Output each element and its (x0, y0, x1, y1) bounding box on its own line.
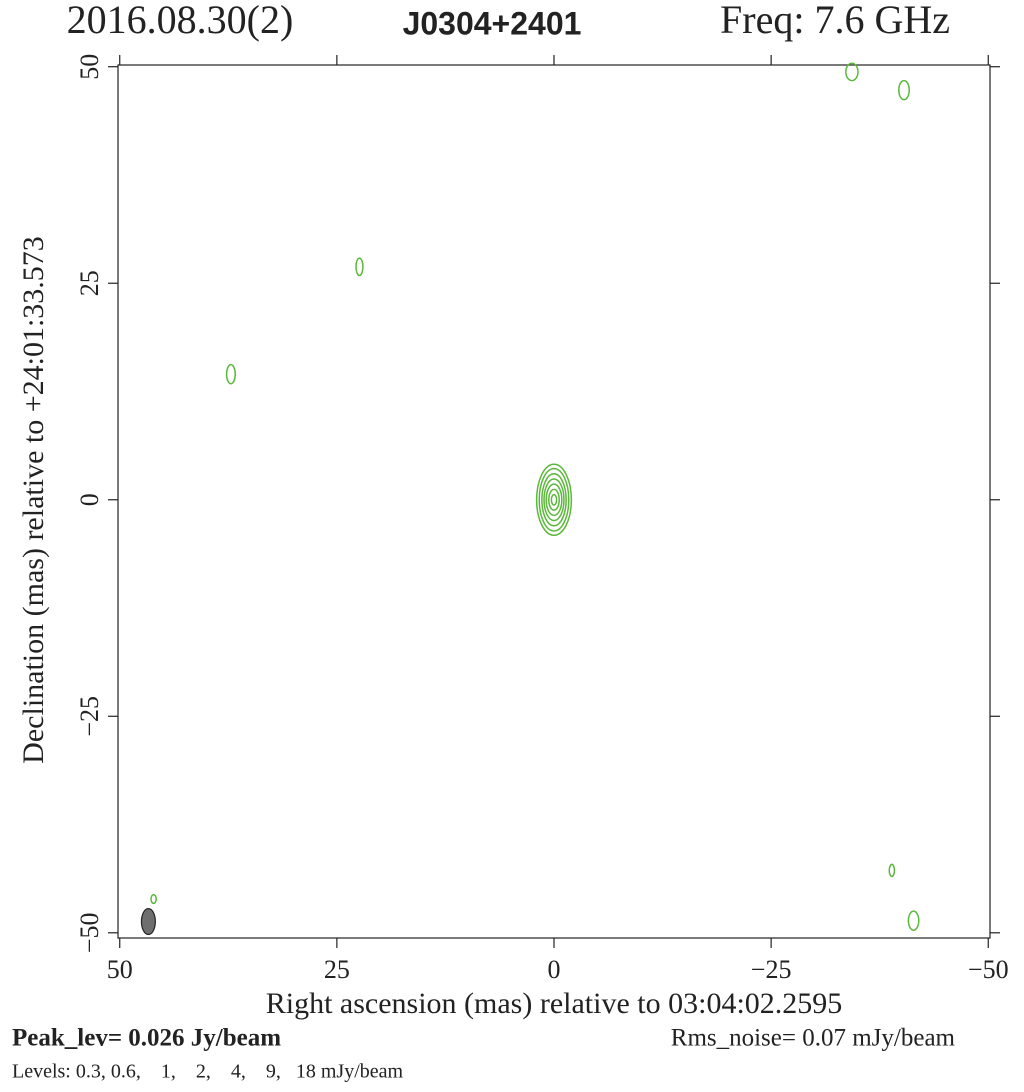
contour (535, 463, 573, 537)
y-tick-label: 50 (75, 54, 104, 80)
x-tick-label: 0 (548, 955, 561, 984)
x-tick-label: 50 (107, 955, 133, 984)
y-tick-label: −50 (75, 912, 104, 953)
contour (541, 473, 567, 527)
x-tick-label: −25 (751, 955, 792, 984)
x-axis-label: Right ascension (mas) relative to 03:04:… (266, 987, 843, 1020)
contour (150, 893, 157, 905)
title-source: J0304+2401 (403, 5, 582, 41)
y-tick-label: 0 (75, 493, 104, 506)
title-freq: Freq: 7.6 GHz (720, 0, 950, 42)
y-tick-label: −25 (75, 696, 104, 737)
contour (888, 863, 896, 878)
contour (907, 910, 920, 931)
beam (140, 907, 156, 936)
peak-level: Peak_lev= 0.026 Jy/beam (12, 1025, 281, 1052)
contour (845, 62, 859, 82)
contour (548, 488, 560, 511)
y-tick-label: 25 (75, 270, 104, 296)
x-tick-label: 25 (324, 955, 350, 984)
contour (898, 79, 910, 101)
levels: Levels: 0.3, 0.6, 1, 2, 4, 9, 18 mJy/bea… (12, 1061, 404, 1083)
title-date: 2016.08.30(2) (67, 0, 294, 42)
contour (355, 257, 364, 277)
rms-noise: Rms_noise= 0.07 mJy/beam (671, 1025, 956, 1052)
contour (543, 478, 565, 522)
plot-frame (117, 64, 991, 939)
y-axis-label: Declination (mas) relative to +24:01:33.… (17, 236, 50, 764)
contour (545, 483, 563, 517)
contour (225, 363, 237, 385)
contour (550, 493, 558, 506)
contour (538, 467, 570, 532)
x-tick-label: −50 (968, 955, 1009, 984)
